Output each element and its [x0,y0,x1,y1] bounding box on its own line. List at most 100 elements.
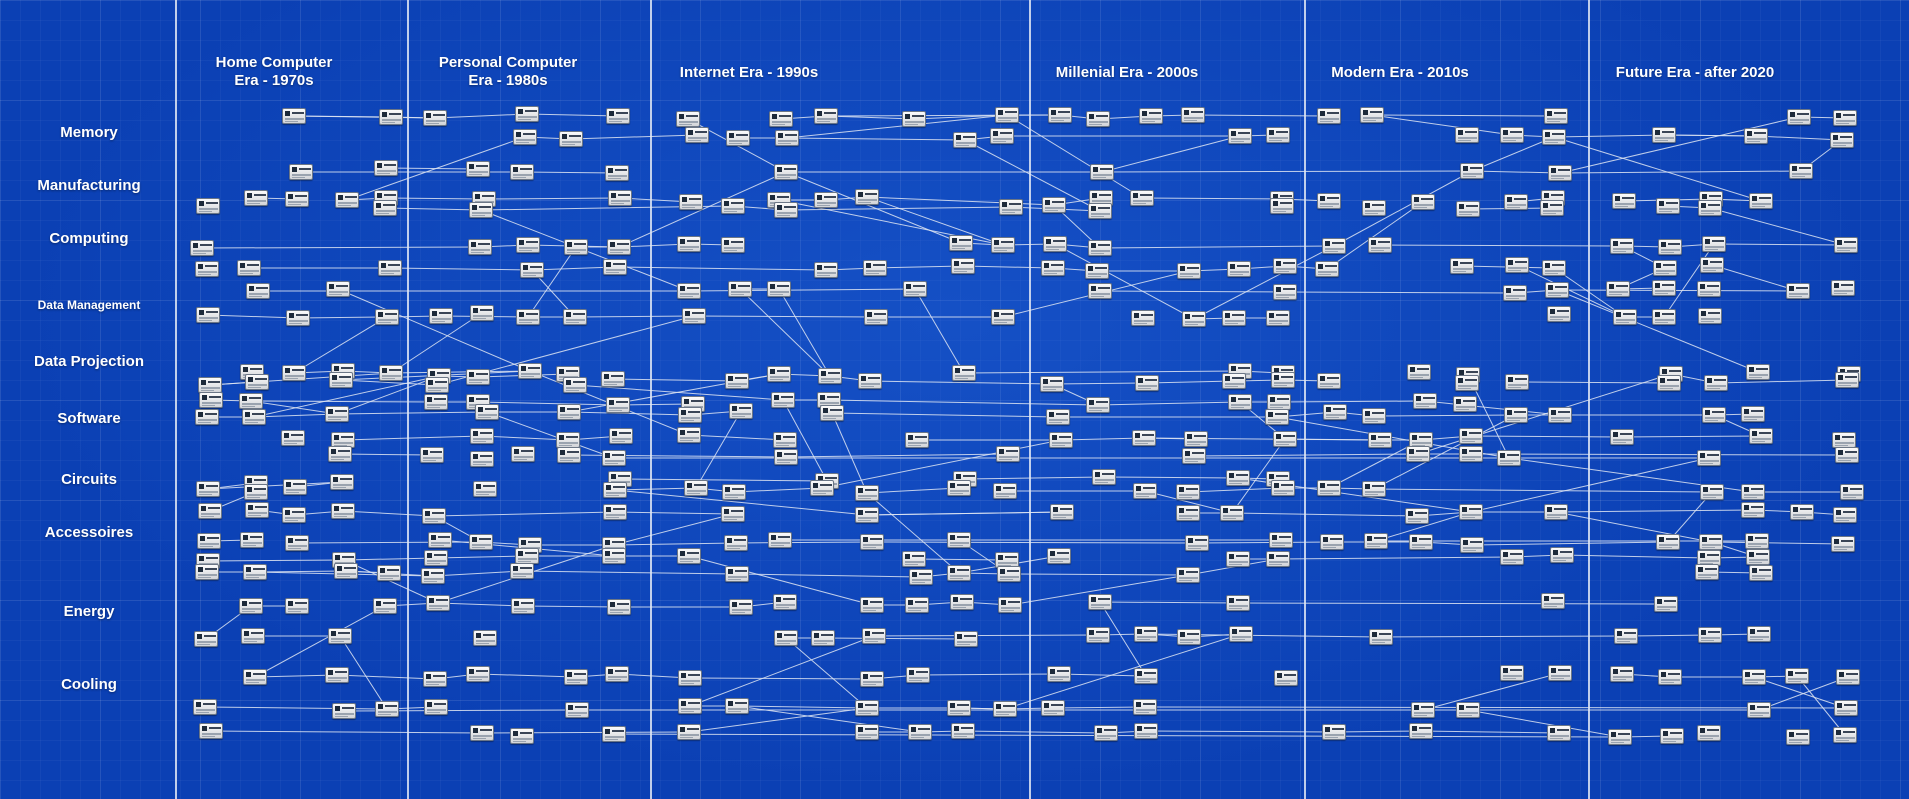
tech-node[interactable] [520,262,544,278]
tech-node[interactable] [1658,239,1682,255]
tech-node[interactable] [1658,669,1682,685]
tech-node[interactable] [196,307,220,323]
tech-node[interactable] [728,281,752,297]
tech-node[interactable] [677,724,701,740]
tech-node[interactable] [428,532,452,548]
tech-node[interactable] [1270,198,1294,214]
tech-node[interactable] [1652,127,1676,143]
tech-node[interactable] [559,131,583,147]
tech-node[interactable] [243,669,267,685]
tech-node[interactable] [379,365,403,381]
tech-node[interactable] [1833,507,1857,523]
tech-node[interactable] [602,726,626,742]
tech-node[interactable] [470,725,494,741]
tech-node[interactable] [947,532,971,548]
tech-node[interactable] [721,198,745,214]
tech-node[interactable] [374,160,398,176]
tech-node[interactable] [1088,240,1112,256]
tech-node[interactable] [1411,702,1435,718]
tech-node[interactable] [1699,534,1723,550]
tech-node[interactable] [774,164,798,180]
tech-node[interactable] [814,192,838,208]
tech-node[interactable] [1749,193,1773,209]
tech-node[interactable] [724,535,748,551]
tech-node[interactable] [237,260,261,276]
tech-node[interactable] [289,164,313,180]
tech-node[interactable] [1548,165,1572,181]
tech-node[interactable] [608,190,632,206]
tech-node[interactable] [1273,258,1297,274]
tech-node[interactable] [510,563,534,579]
tech-node[interactable] [1134,668,1158,684]
tech-node[interactable] [1133,483,1157,499]
tech-node[interactable] [1040,376,1064,392]
tech-node[interactable] [1657,375,1681,391]
tech-node[interactable] [244,190,268,206]
tech-node[interactable] [1833,110,1857,126]
tech-node[interactable] [1500,127,1524,143]
tech-node[interactable] [1368,432,1392,448]
tech-node[interactable] [1369,629,1393,645]
tech-node[interactable] [1612,193,1636,209]
tech-node[interactable] [725,566,749,582]
tech-node[interactable] [1182,448,1206,464]
tech-node[interactable] [902,551,926,567]
tech-node[interactable] [768,532,792,548]
tech-node[interactable] [952,365,976,381]
tech-node[interactable] [1086,627,1110,643]
tech-node[interactable] [1411,194,1435,210]
tech-node[interactable] [563,309,587,325]
tech-node[interactable] [282,108,306,124]
tech-node[interactable] [1131,310,1155,326]
tech-node[interactable] [516,309,540,325]
tech-node[interactable] [864,309,888,325]
tech-node[interactable] [423,671,447,687]
tech-node[interactable] [1048,107,1072,123]
tech-node[interactable] [1785,668,1809,684]
tech-node[interactable] [466,369,490,385]
tech-node[interactable] [905,597,929,613]
tech-node[interactable] [678,670,702,686]
tech-node[interactable] [240,532,264,548]
tech-node[interactable] [334,563,358,579]
tech-node[interactable] [1608,729,1632,745]
tech-node[interactable] [1409,534,1433,550]
tech-node[interactable] [469,202,493,218]
tech-node[interactable] [721,237,745,253]
tech-node[interactable] [328,628,352,644]
tech-node[interactable] [775,130,799,146]
tech-node[interactable] [469,534,493,550]
tech-node[interactable] [1135,375,1159,391]
tech-node[interactable] [1086,397,1110,413]
tech-node[interactable] [1409,432,1433,448]
tech-node[interactable] [424,550,448,566]
tech-node[interactable] [1653,260,1677,276]
tech-node[interactable] [1547,306,1571,322]
tech-node[interactable] [1323,404,1347,420]
tech-node[interactable] [1835,447,1859,463]
tech-node[interactable] [473,630,497,646]
tech-node[interactable] [603,482,627,498]
tech-node[interactable] [1090,164,1114,180]
tech-node[interactable] [950,594,974,610]
tech-node[interactable] [1089,190,1113,206]
tech-node[interactable] [908,724,932,740]
tech-node[interactable] [330,474,354,490]
tech-node[interactable] [1455,375,1479,391]
tech-node[interactable] [1229,626,1253,642]
tech-node[interactable] [603,259,627,275]
tech-node[interactable] [1368,237,1392,253]
tech-node[interactable] [1745,533,1769,549]
tech-node[interactable] [1697,450,1721,466]
tech-node[interactable] [1504,194,1528,210]
tech-node[interactable] [855,507,879,523]
tech-node[interactable] [1504,407,1528,423]
tech-node[interactable] [1614,628,1638,644]
tech-node[interactable] [677,548,701,564]
tech-node[interactable] [1450,258,1474,274]
tech-node[interactable] [999,199,1023,215]
tech-node[interactable] [1360,107,1384,123]
tech-node[interactable] [1405,508,1429,524]
tech-node[interactable] [1610,666,1634,682]
tech-node[interactable] [678,407,702,423]
